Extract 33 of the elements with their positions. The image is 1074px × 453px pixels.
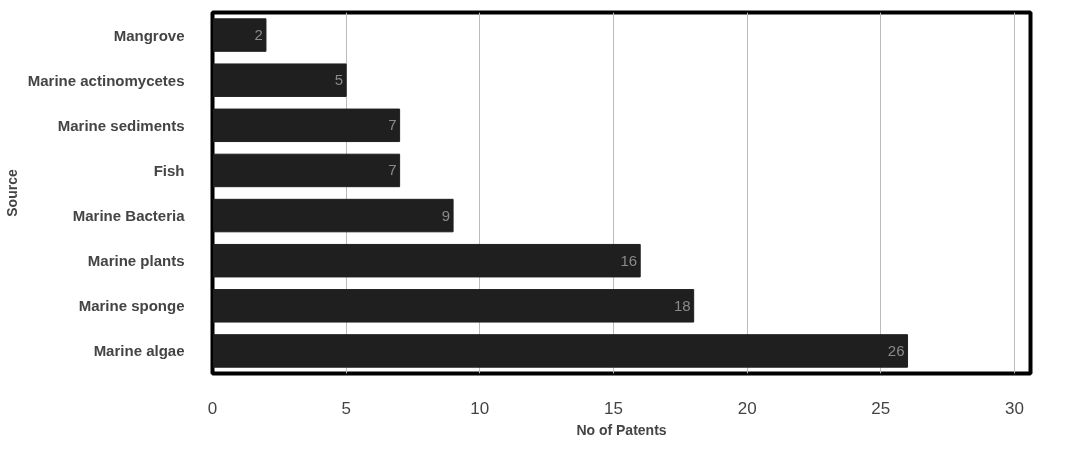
x-tick-label: 15: [604, 398, 623, 418]
bar: [212, 63, 347, 97]
bar: [212, 334, 909, 368]
bar: [212, 198, 454, 233]
data-label: 9: [441, 206, 451, 224]
y-tick-label: Mangrove: [113, 26, 185, 44]
bar: [212, 108, 401, 143]
y-tick-label: Marine algae: [93, 342, 185, 360]
data-label: 7: [388, 116, 397, 134]
y-axis-title: Source: [3, 169, 20, 217]
x-tick-label: 30: [1005, 398, 1024, 418]
y-tick-label: Fish: [153, 161, 185, 179]
data-label: 7: [388, 161, 397, 179]
y-tick-label: Marine plants: [87, 252, 185, 270]
x-axis-title: No of Patents: [576, 421, 667, 438]
data-label: 18: [673, 296, 691, 314]
data-label: 26: [887, 341, 905, 359]
x-tick-label: 0: [207, 398, 218, 418]
x-tick-label: 5: [341, 398, 351, 418]
data-label: 2: [254, 26, 263, 44]
x-tick-label: 25: [871, 398, 891, 418]
bar: [212, 18, 267, 52]
x-tick-label: 20: [737, 398, 757, 418]
bar: [212, 289, 695, 323]
data-label: 5: [334, 71, 344, 89]
x-tick-label: 10: [470, 398, 490, 418]
bar: [212, 153, 401, 188]
y-tick-label: Marine actinomycetes: [27, 71, 185, 89]
data-label: 16: [620, 251, 638, 269]
y-tick-label: Marine sponge: [78, 297, 185, 315]
y-tick-label: Marine sediments: [57, 116, 185, 134]
bar: [212, 243, 641, 278]
y-tick-label: Marine Bacteria: [72, 207, 186, 225]
